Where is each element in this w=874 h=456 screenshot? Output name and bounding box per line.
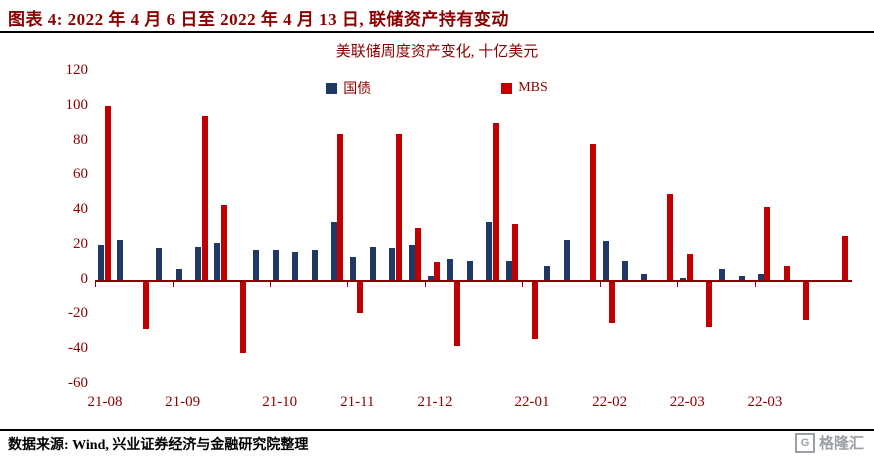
treasury-bar: [175, 269, 182, 280]
legend-item-mbs: MBS: [501, 80, 548, 96]
treasury-bar: [563, 239, 570, 280]
treasury-bar: [641, 274, 648, 280]
mbs-bar: [531, 281, 538, 340]
mbs-bar: [201, 116, 208, 280]
treasury-bar: [292, 251, 299, 280]
chart-title: 美联储周度资产变化, 十亿美元: [335, 44, 539, 60]
legend-item-treasury: 国债: [326, 78, 371, 98]
y-axis-tick-label: 40: [73, 201, 88, 218]
mbs-bar: [803, 281, 810, 320]
gelonghui-logo: G 格隆汇: [794, 432, 864, 453]
treasury-bar: [214, 243, 221, 280]
mbs-swatch-icon: [501, 82, 513, 94]
treasury-bar: [408, 244, 415, 280]
x-axis-tick-label: 21-12: [417, 394, 453, 410]
mbs-bar: [609, 281, 616, 324]
x-axis-tick: [95, 281, 96, 287]
mbs-bar: [589, 144, 596, 280]
x-axis-tick: [754, 281, 756, 287]
treasury-bar: [311, 250, 318, 280]
x-axis-tick-label: 21-08: [87, 394, 123, 410]
mbs-bar: [512, 224, 519, 280]
mbs-bar: [395, 133, 402, 280]
treasury-bar: [117, 239, 124, 280]
treasury-bar: [427, 276, 434, 280]
treasury-bar: [330, 222, 337, 280]
gelonghui-logo-text: 格隆汇: [818, 435, 864, 452]
x-axis-tick-label: 22-01: [514, 394, 550, 410]
treasury-bar: [156, 248, 163, 280]
legend-label-mbs: MBS: [518, 80, 548, 95]
mbs-bar: [337, 133, 344, 280]
x-axis-tick-label: 21-09: [165, 394, 201, 410]
treasury-bar: [98, 244, 104, 280]
treasury-swatch-icon: [326, 82, 338, 94]
mbs-bar: [667, 194, 674, 280]
treasury-bar: [602, 241, 609, 280]
mbs-bar: [453, 281, 460, 346]
x-axis-tick: [269, 281, 271, 287]
mbs-bar: [434, 262, 441, 280]
treasury-bar: [466, 260, 473, 280]
mbs-bar: [783, 265, 790, 280]
mbs-bar: [842, 236, 849, 280]
y-axis-tick-label: 60: [73, 166, 88, 183]
footer-divider: [0, 429, 874, 431]
treasury-bar: [719, 269, 726, 280]
treasury-bar: [757, 274, 764, 280]
treasury-bar: [680, 277, 687, 280]
treasury-bar: [544, 265, 551, 280]
mbs-bar: [143, 281, 150, 329]
x-axis-tick: [677, 281, 679, 287]
mbs-bar: [706, 281, 713, 327]
x-axis-tick: [172, 281, 174, 287]
mbs-bar: [240, 281, 247, 353]
y-axis-tick-label: 100: [65, 96, 89, 113]
treasury-bar: [195, 246, 202, 280]
mbs-bar: [492, 123, 499, 280]
mbs-bar: [104, 105, 111, 280]
gelonghui-logo-icon: G: [794, 432, 815, 453]
mbs-bar: [686, 253, 693, 280]
treasury-bar: [622, 260, 629, 280]
x-axis-tick: [522, 281, 524, 287]
x-axis-line: [95, 279, 852, 282]
x-axis-tick: [424, 281, 426, 287]
treasury-bar: [447, 258, 454, 280]
treasury-bar: [272, 250, 279, 280]
treasury-bar: [738, 276, 745, 280]
y-axis-tick-label: 20: [73, 235, 88, 252]
mbs-bar: [220, 204, 227, 280]
y-axis-tick-label: -40: [68, 340, 88, 357]
treasury-bar: [350, 257, 357, 280]
mbs-bar: [415, 227, 422, 280]
x-axis-tick: [599, 281, 601, 287]
x-axis-tick-label: 22-03: [747, 394, 783, 410]
source-note: 数据来源: Wind, 兴业证券经济与金融研究院整理: [8, 438, 309, 453]
y-axis-tick-label: -60: [68, 375, 88, 391]
legend-label-treasury: 国债: [343, 82, 372, 97]
x-axis-tick-label: 21-10: [262, 394, 298, 410]
y-axis-tick-label: -20: [68, 305, 88, 322]
treasury-bar: [505, 260, 512, 280]
treasury-bar: [389, 248, 396, 280]
x-axis-tick-label: 21-11: [340, 394, 375, 410]
treasury-bar: [253, 250, 260, 280]
x-axis-tick-label: 22-03: [669, 394, 705, 410]
chart-legend: 国债 MBS: [0, 78, 874, 98]
treasury-bar: [486, 222, 493, 280]
y-axis-tick-label: 80: [73, 131, 88, 148]
mbs-bar: [356, 281, 363, 313]
y-axis-tick-label: 0: [80, 270, 89, 287]
mbs-bar: [764, 206, 771, 280]
y-axis-tick-label: 120: [65, 62, 89, 78]
header-divider: [0, 31, 874, 33]
x-axis-tick-label: 22-02: [592, 394, 628, 410]
x-axis-tick: [347, 281, 349, 287]
figure-title: 图表 4: 2022 年 4 月 6 日至 2022 年 4 月 13 日, 联…: [8, 10, 509, 29]
treasury-bar: [369, 246, 376, 280]
